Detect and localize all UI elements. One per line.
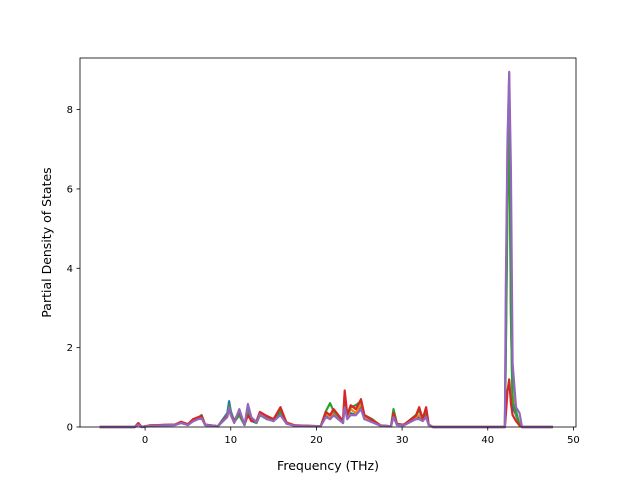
y-tick-label: 8 bbox=[67, 105, 73, 116]
x-tick-label: 50 bbox=[567, 435, 580, 446]
y-axis-label: Partial Density of States bbox=[39, 167, 54, 317]
x-tick-label: 20 bbox=[310, 435, 323, 446]
ticks-layer: 0 10 20 30 40 50 0 2 4 6 8 bbox=[67, 105, 580, 446]
plot-frame bbox=[79, 57, 577, 428]
y-tick-label: 4 bbox=[67, 264, 73, 275]
x-tick-label: 10 bbox=[224, 435, 237, 446]
x-axis-label: Frequency (THz) bbox=[277, 458, 379, 473]
y-tick-label: 0 bbox=[67, 423, 73, 434]
y-tick-label: 6 bbox=[67, 184, 73, 195]
y-tick-label: 2 bbox=[67, 343, 73, 354]
x-tick-label: 30 bbox=[396, 435, 409, 446]
x-tick-label: 40 bbox=[481, 435, 494, 446]
x-tick-label: 0 bbox=[142, 435, 148, 446]
